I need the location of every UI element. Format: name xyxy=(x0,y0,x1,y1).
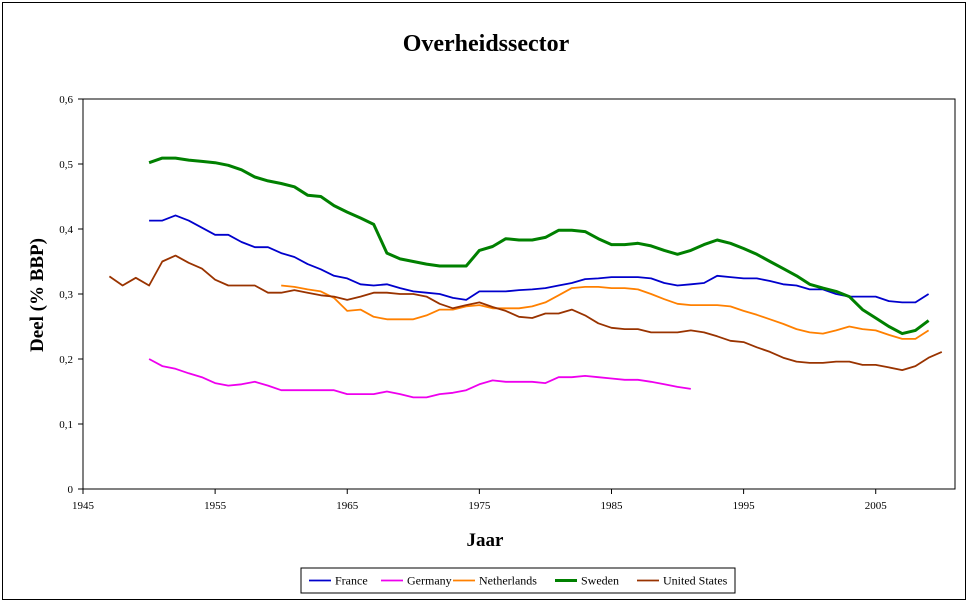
x-tick-label: 1975 xyxy=(468,500,491,512)
y-axis-label: Deel (% BBP) xyxy=(27,238,48,352)
legend-label-united-states: United States xyxy=(663,574,728,588)
series-line-sweden xyxy=(148,156,930,336)
legend-label-germany: Germany xyxy=(407,574,452,588)
x-tick-label: 1965 xyxy=(336,500,359,512)
y-tick-label: 0 xyxy=(68,484,74,496)
x-tick-label: 1955 xyxy=(204,500,227,512)
x-tick-label: 1945 xyxy=(72,500,95,512)
x-tick-label: 1995 xyxy=(733,500,756,512)
y-tick-label: 0,6 xyxy=(59,94,73,106)
y-tick-label: 0,2 xyxy=(59,354,73,366)
line-chart: Overheidssector Jaar Deel (% BBP) 1945 19… xyxy=(27,31,956,594)
x-tick-label: 2005 xyxy=(865,500,888,512)
y-tick-label: 0,3 xyxy=(59,289,73,301)
series-line-united-states xyxy=(108,254,943,372)
y-tick-label: 0,1 xyxy=(59,419,73,431)
plot-area xyxy=(82,98,956,490)
legend: France Germany Netherlands Sweden United Sta… xyxy=(300,567,736,594)
legend-label-netherlands: Netherlands xyxy=(479,574,537,588)
series-lines xyxy=(108,156,943,399)
legend-label-sweden: Sweden xyxy=(581,574,619,588)
y-tick-label: 0,5 xyxy=(59,159,73,171)
x-axis-label: Jaar xyxy=(467,530,505,551)
chart-title: Overheidssector xyxy=(403,31,570,57)
y-tick-label: 0,4 xyxy=(59,224,73,236)
legend-label-france: France xyxy=(335,574,368,588)
series-line-netherlands xyxy=(281,284,930,340)
x-tick-label: 1985 xyxy=(600,500,623,512)
series-line-germany xyxy=(148,358,691,399)
x-axis: 1945 1955 1965 1975 1985 1995 2005 xyxy=(72,489,887,512)
series-line-france xyxy=(149,214,930,304)
y-axis: 0 0,1 0,2 0,3 0,4 0,5 0,6 xyxy=(59,94,83,496)
legend-box xyxy=(300,567,736,594)
